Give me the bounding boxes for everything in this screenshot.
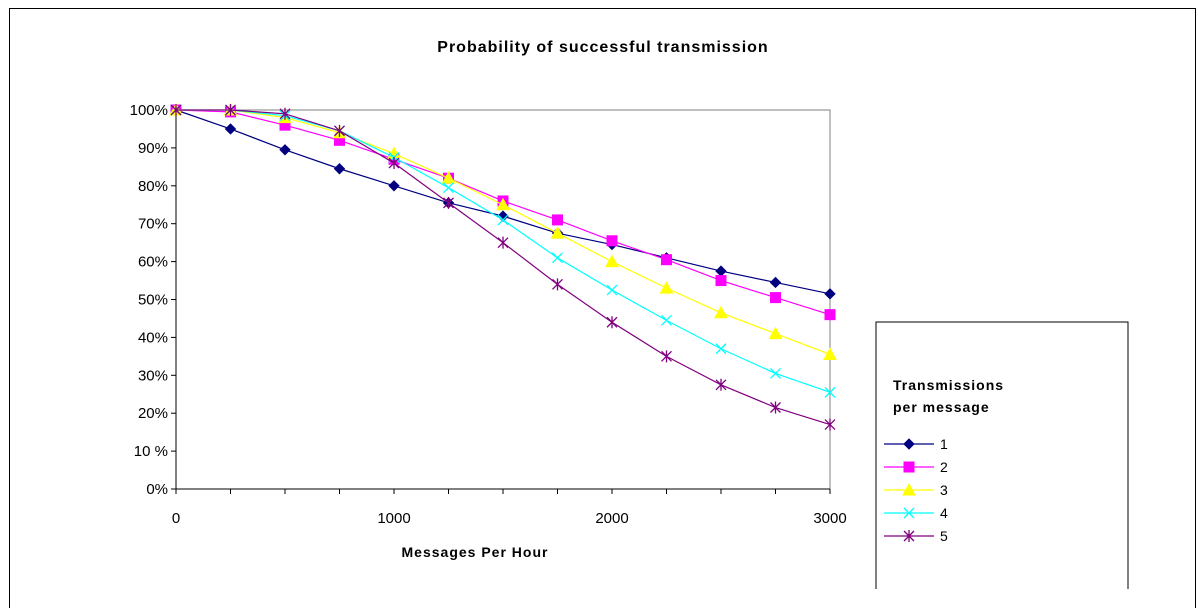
legend-item-2: 2 — [884, 459, 948, 475]
data-point — [715, 275, 727, 287]
legend-swatch-marker — [903, 507, 915, 519]
data-point — [769, 276, 782, 289]
data-point — [441, 171, 456, 184]
data-point — [824, 418, 836, 431]
y-tick-label: 80% — [138, 178, 168, 195]
legend-swatch-marker — [903, 461, 915, 473]
data-point — [496, 197, 510, 211]
legend-label: 4 — [940, 505, 948, 521]
data-point — [497, 214, 509, 226]
data-point — [333, 163, 346, 175]
data-point — [334, 124, 345, 137]
legend-swatch-marker — [902, 482, 916, 496]
y-tick-label: 50% — [138, 292, 168, 309]
legend-item-4: 4 — [884, 505, 948, 521]
data-point — [279, 144, 291, 156]
plot-area — [175, 109, 831, 490]
data-point — [606, 235, 618, 247]
chart-title: Probability of successful transmission — [437, 39, 768, 56]
data-point — [605, 254, 619, 268]
legend-title-line-2: per message — [893, 399, 990, 415]
x-tick-label: 0 — [172, 510, 180, 527]
y-tick-label: 100% — [130, 102, 168, 119]
legend-label: 3 — [940, 482, 948, 498]
x-axis-label: Messages Per Hour — [402, 544, 549, 560]
legend-swatch-marker — [903, 438, 915, 450]
legend-items: 1 2 3 4 5 — [884, 436, 948, 544]
data-point — [770, 401, 781, 414]
y-tick-label: 20% — [138, 405, 168, 422]
data-point — [824, 309, 836, 321]
legend-label: 2 — [940, 459, 948, 475]
legend-label: 5 — [940, 528, 948, 544]
data-point — [661, 350, 672, 363]
data-point — [552, 252, 563, 264]
data-point — [443, 196, 454, 209]
data-point — [770, 292, 781, 304]
series-layer — [169, 102, 837, 431]
data-point — [552, 278, 563, 291]
data-point — [715, 343, 727, 355]
legend-title-line-1: Transmissions — [893, 377, 1004, 393]
x-tick-label: 1000 — [377, 510, 410, 527]
data-point — [824, 288, 836, 300]
data-point — [768, 326, 783, 340]
data-point — [443, 182, 454, 194]
data-point — [279, 107, 291, 120]
data-point — [661, 314, 672, 326]
data-point — [170, 104, 182, 116]
data-point — [823, 347, 837, 360]
legend-label: 1 — [940, 436, 948, 452]
y-tick-label: 90% — [138, 140, 168, 157]
data-point — [388, 180, 400, 192]
data-point — [661, 254, 672, 266]
series-5 — [170, 104, 836, 431]
legend-item-3: 3 — [884, 482, 948, 498]
axes: 0% 10 % 20% 30% 40% 50% 60% 70% 80% 90% 100% 0 1000 2… — [130, 102, 847, 527]
data-point — [497, 236, 509, 249]
y-tick-label: 0% — [146, 481, 168, 498]
x-tick-label: 2000 — [595, 510, 628, 527]
y-tick-label: 30% — [138, 367, 168, 384]
x-tick-label: 3000 — [813, 510, 846, 527]
legend-item-5: 5 — [884, 528, 948, 544]
y-tick-label: 40% — [138, 329, 168, 346]
data-point — [550, 226, 565, 239]
data-point — [770, 367, 781, 379]
y-tick-label: 70% — [138, 216, 168, 233]
chart-frame — [9, 8, 1196, 608]
legend-box — [875, 321, 1129, 589]
legend-title: Transmissions per message — [893, 377, 1009, 415]
data-point — [552, 214, 563, 226]
legend-swatch-marker — [903, 530, 915, 542]
y-tick-label: 60% — [138, 254, 168, 271]
data-point — [824, 386, 836, 398]
data-point — [715, 378, 727, 391]
y-tick-label: 10 % — [134, 443, 168, 460]
data-point — [606, 284, 618, 296]
data-point — [224, 123, 237, 135]
data-point — [388, 157, 400, 170]
data-point — [714, 305, 728, 319]
legend-item-1: 1 — [884, 436, 948, 452]
data-point — [225, 104, 236, 116]
data-point — [606, 316, 618, 329]
data-point — [659, 281, 674, 294]
line-chart: Probability of successful transmission 0… — [130, 39, 1129, 589]
